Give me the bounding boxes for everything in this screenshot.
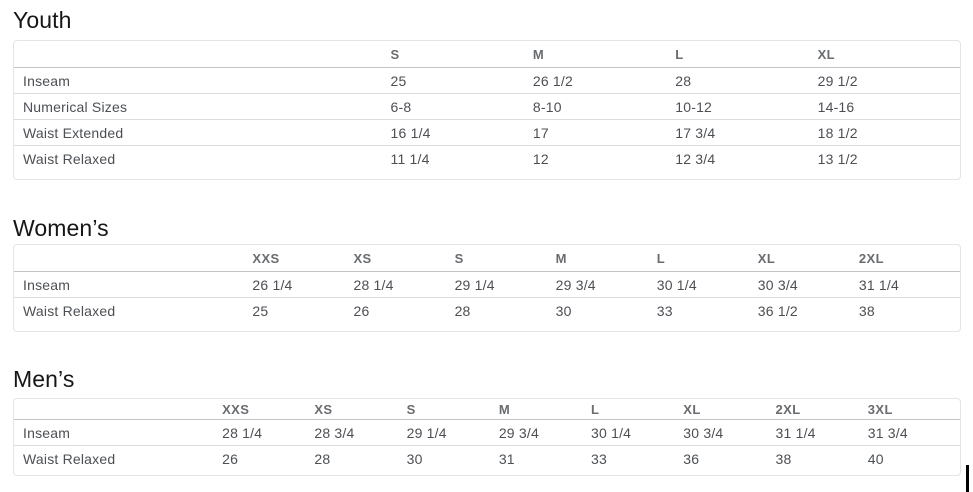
size-value-cell: 8-10 <box>532 93 676 120</box>
size-value-cell: 30 1/4 <box>656 276 697 293</box>
size-value-cell: 28 3/4 <box>314 424 355 441</box>
size-value-cell: 17 3/4 <box>675 119 818 146</box>
section-title: Youth <box>13 7 72 33</box>
table-row: Inseam 28 1/4 28 3/4 29 1/4 29 3/4 30 1/4 30 3… <box>14 420 960 446</box>
table-row: Inseam 25 26 1/2 28 29 1/2 <box>14 68 960 94</box>
column-header-xs: XS <box>314 399 407 420</box>
column-header-m: M <box>498 399 592 420</box>
size-value-cell: 18 1/2 <box>817 119 960 146</box>
size-value-cell: 28 <box>454 297 556 323</box>
size-value-cell: 31 3/4 <box>867 424 908 441</box>
column-header-3xl: 3XL <box>867 399 960 420</box>
size-value-cell: 29 1/2 <box>817 72 858 89</box>
size-value-cell: 30 <box>555 297 657 323</box>
size-value-cell: 26 1/2 <box>532 72 573 89</box>
size-table: XXS XS S M L XL 2XL Inseam 26 1/4 28 1/4 29 1/4 29… <box>13 244 961 332</box>
size-value-cell: 29 3/4 <box>555 276 596 293</box>
column-header-s: S <box>406 399 499 420</box>
size-value-cell: 12 <box>532 145 676 171</box>
column-header-l: L <box>656 245 758 272</box>
size-chart-section-youth: Youth S M L XL Inseam 25 26 1/2 28 29 1/2 Numeri… <box>0 7 973 180</box>
size-value-cell: 36 1/2 <box>757 297 859 323</box>
size-value-cell: 28 1/4 <box>222 424 263 441</box>
size-value-cell: 6-8 <box>390 93 533 120</box>
row-label: Inseam <box>23 276 71 293</box>
size-value-cell: 12 3/4 <box>675 145 818 171</box>
table-row: Inseam 26 1/4 28 1/4 29 1/4 29 3/4 30 1/4 30 3… <box>14 272 960 298</box>
table-row: Waist Extended 16 1/4 17 17 3/4 18 1/2 <box>14 119 960 146</box>
column-header-l: L <box>675 41 818 68</box>
column-header-xxs: XXS <box>222 399 315 420</box>
row-label: Numerical Sizes <box>14 93 391 120</box>
column-header-l: L <box>591 399 684 420</box>
table-row: Waist Relaxed 26 28 30 31 33 36 38 40 <box>14 445 960 471</box>
size-value-cell: 29 1/4 <box>454 276 495 293</box>
table-row: Numerical Sizes 6-8 8-10 10-12 14-16 <box>14 93 960 120</box>
row-label: Waist Relaxed <box>14 297 253 323</box>
row-label: Waist Relaxed <box>14 445 223 471</box>
size-value-cell: 13 1/2 <box>817 145 960 171</box>
size-value-cell: 30 3/4 <box>683 424 724 441</box>
size-value-cell: 10-12 <box>675 93 818 120</box>
column-header-xs: XS <box>353 245 455 272</box>
size-value-cell: 29 1/4 <box>406 424 447 441</box>
column-header-2xl: 2XL <box>775 399 868 420</box>
row-label: Inseam <box>23 72 71 89</box>
size-value-cell: 28 <box>314 445 407 471</box>
column-header-m: M <box>555 245 657 272</box>
column-header-xl: XL <box>757 245 859 272</box>
size-value-cell: 26 1/4 <box>252 276 293 293</box>
size-value-cell: 40 <box>867 445 960 471</box>
column-header-s: S <box>454 245 556 272</box>
size-value-cell: 29 3/4 <box>498 424 539 441</box>
size-value-cell: 17 <box>532 119 676 146</box>
size-value-cell: 28 <box>675 72 692 89</box>
size-value-cell: 31 1/4 <box>775 424 816 441</box>
size-value-cell: 30 3/4 <box>757 276 798 293</box>
section-title: Women’s <box>13 215 109 241</box>
section-title: Men’s <box>13 366 75 392</box>
row-label: Inseam <box>23 424 71 441</box>
column-header-xxs: XXS <box>252 245 354 272</box>
size-value-cell: 25 <box>252 297 354 323</box>
size-value-cell: 26 <box>222 445 315 471</box>
column-header-m: M <box>532 41 676 68</box>
size-value-cell: 25 <box>390 72 407 89</box>
size-value-cell: 33 <box>656 297 758 323</box>
size-chart-section-women-s: Women’s XXS XS S M L XL 2XL Inseam 26 1/4 28 1/4… <box>0 215 973 332</box>
size-value-cell: 38 <box>775 445 868 471</box>
size-value-cell: 31 1/4 <box>858 276 899 293</box>
column-header-xl: XL <box>683 399 776 420</box>
size-chart-section-men-s: Men’s XXS XS S M L XL 2XL 3XL Inseam 28 1/4 28 3/… <box>0 366 973 476</box>
size-table: XXS XS S M L XL 2XL 3XL Inseam 28 1/4 28 3/4 29 1/… <box>13 398 961 476</box>
corner-cell <box>14 399 223 420</box>
column-header-2xl: 2XL <box>858 245 960 272</box>
row-label: Waist Extended <box>14 119 391 146</box>
row-label: Waist Relaxed <box>14 145 391 171</box>
table-row: Waist Relaxed 25 26 28 30 33 36 1/2 38 <box>14 297 960 323</box>
size-value-cell: 31 <box>498 445 592 471</box>
size-value-cell: 28 1/4 <box>353 276 394 293</box>
size-value-cell: 36 <box>683 445 776 471</box>
size-value-cell: 30 1/4 <box>591 424 632 441</box>
column-header-xl: XL <box>817 41 960 68</box>
size-value-cell: 11 1/4 <box>390 145 533 171</box>
size-value-cell: 38 <box>858 297 960 323</box>
size-value-cell: 26 <box>353 297 455 323</box>
size-value-cell: 14-16 <box>817 93 960 120</box>
size-value-cell: 16 1/4 <box>390 119 533 146</box>
scrollbar-thumb[interactable] <box>966 465 969 492</box>
column-header-s: S <box>390 41 533 68</box>
size-value-cell: 30 <box>406 445 499 471</box>
corner-cell <box>14 41 391 68</box>
size-table: S M L XL Inseam 25 26 1/2 28 29 1/2 Numerical Si… <box>13 40 961 180</box>
size-value-cell: 33 <box>591 445 684 471</box>
table-row: Waist Relaxed 11 1/4 12 12 3/4 13 1/2 <box>14 145 960 171</box>
corner-cell <box>14 245 253 272</box>
size-charts: Youth S M L XL Inseam 25 26 1/2 28 29 1/2 Numeri… <box>0 7 973 476</box>
